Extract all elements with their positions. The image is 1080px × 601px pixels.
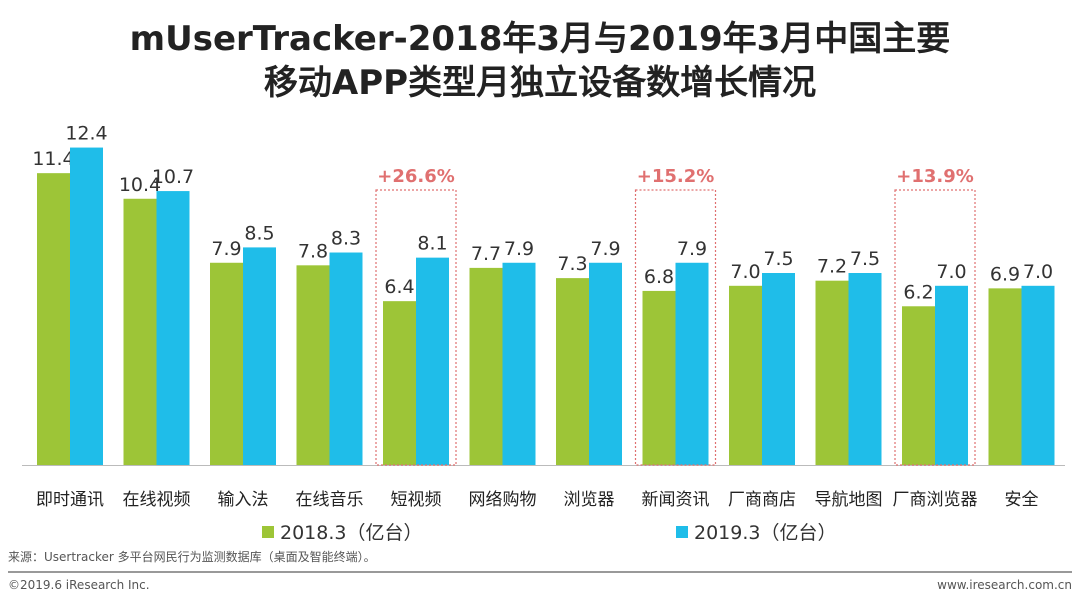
source-note: 来源：Usertracker 多平台网民行为监测数据库（桌面及智能终端）。 <box>8 550 376 564</box>
bar-2019 <box>243 247 276 465</box>
data-label: 7.9 <box>504 238 534 260</box>
bar-2018 <box>469 267 503 465</box>
bar-2018 <box>729 285 762 465</box>
data-label: 10.7 <box>152 166 194 188</box>
data-label: 7.9 <box>590 238 620 260</box>
data-label: 7.2 <box>817 256 847 278</box>
bar-2019 <box>502 262 536 465</box>
category-label: 厂商浏览器 <box>893 490 978 510</box>
data-label: 8.5 <box>244 222 274 244</box>
category-label: 即时通讯 <box>36 490 104 510</box>
legend-swatch-2018 <box>262 525 274 538</box>
data-label: 7.5 <box>850 248 880 270</box>
data-label: 7.0 <box>730 261 760 283</box>
legend-label-2018: 2018.3（亿台） <box>280 522 423 544</box>
footer-divider <box>8 571 1072 573</box>
bar-2019 <box>416 257 449 465</box>
data-label: 7.3 <box>557 253 587 275</box>
bar-2019 <box>935 285 968 465</box>
data-label: 10.4 <box>119 174 161 196</box>
chart-title-line1: mUserTracker-2018年3月与2019年3月中国主要 <box>129 19 951 59</box>
data-label: 7.8 <box>298 240 328 262</box>
legend-item-2019: 2019.3（亿台） <box>676 518 836 545</box>
data-label: 7.5 <box>763 248 793 270</box>
bar-2018 <box>642 290 676 465</box>
category-label: 厂商商店 <box>728 490 796 510</box>
highlight-box <box>375 189 457 466</box>
category-label: 输入法 <box>218 490 269 510</box>
growth-annotation: +26.6% <box>377 166 455 187</box>
growth-annotation: +13.9% <box>896 166 974 187</box>
bar-2019 <box>589 262 622 465</box>
bar-2018 <box>902 306 935 465</box>
legend-label-2019: 2019.3（亿台） <box>694 522 837 544</box>
legend-swatch-2019 <box>676 525 688 538</box>
bar-2018 <box>815 280 849 465</box>
bar-2019 <box>675 262 709 465</box>
bar-2019 <box>848 273 882 465</box>
data-label: 7.0 <box>1023 261 1053 283</box>
bar-2019 <box>329 252 363 465</box>
data-label: 8.1 <box>417 233 447 255</box>
bar-2018 <box>988 288 1022 465</box>
data-label: 7.0 <box>936 261 966 283</box>
category-label: 在线音乐 <box>296 490 364 510</box>
bar-2019 <box>762 273 795 465</box>
category-label: 在线视频 <box>123 490 191 510</box>
data-label: 6.8 <box>644 266 674 288</box>
category-label: 浏览器 <box>564 490 615 510</box>
data-label: 6.2 <box>903 281 933 303</box>
data-label: 7.9 <box>677 238 707 260</box>
legend-item-2018: 2018.3（亿台） <box>262 518 422 545</box>
data-label: 6.9 <box>990 263 1020 285</box>
category-label: 新闻资讯 <box>642 490 710 510</box>
data-label: 7.7 <box>471 243 501 265</box>
bar-2018 <box>296 265 330 465</box>
bar-2018 <box>383 301 416 465</box>
category-label: 网络购物 <box>469 490 537 510</box>
bar-2019 <box>1021 285 1055 465</box>
bar-2019 <box>70 147 103 465</box>
category-label: 导航地图 <box>815 490 883 510</box>
website: www.iresearch.com.cn <box>937 578 1072 592</box>
data-label: 11.4 <box>32 148 74 170</box>
growth-annotation: +15.2% <box>637 166 715 187</box>
data-label: 7.9 <box>211 238 241 260</box>
copyright: ©2019.6 iResearch Inc. <box>8 578 150 592</box>
data-label: 6.4 <box>384 276 414 298</box>
category-label: 安全 <box>1005 490 1039 510</box>
bar-2018 <box>556 278 589 465</box>
highlight-box <box>634 189 717 466</box>
bar-2018 <box>123 198 157 465</box>
data-label: 12.4 <box>65 123 107 145</box>
bar-2018 <box>37 173 70 465</box>
category-label: 短视频 <box>391 490 442 510</box>
data-label: 8.3 <box>331 228 361 250</box>
bar-2019 <box>156 191 190 465</box>
bar-2018 <box>210 262 243 465</box>
chart-title-line2: 移动APP类型月独立设备数增长情况 <box>263 63 817 103</box>
highlight-box <box>894 189 976 466</box>
